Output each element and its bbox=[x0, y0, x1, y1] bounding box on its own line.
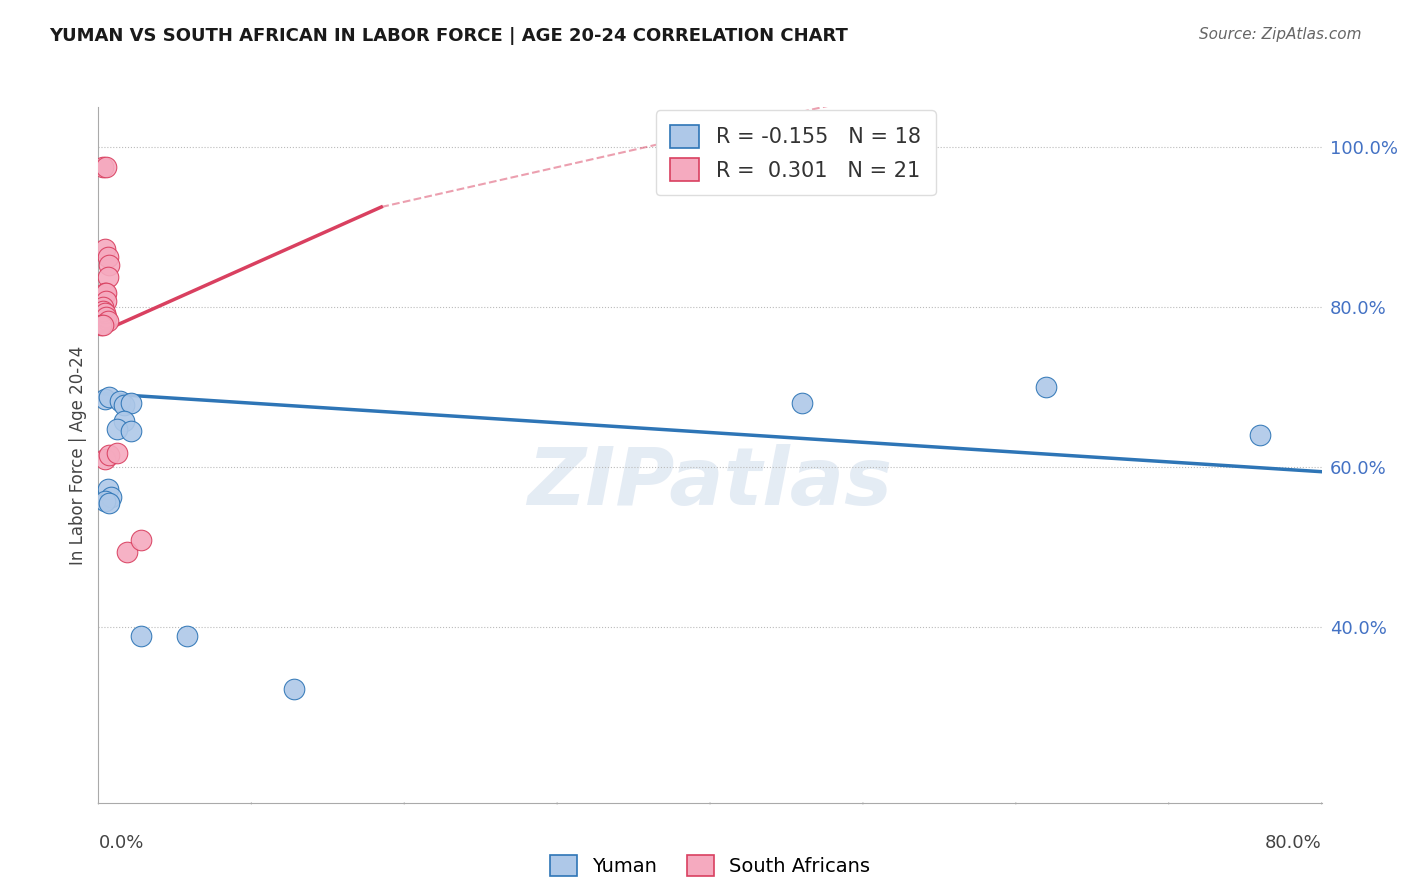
Point bbox=[93, 493, 115, 508]
Point bbox=[93, 242, 115, 256]
Point bbox=[100, 491, 122, 505]
Point bbox=[94, 293, 117, 308]
Text: Source: ZipAtlas.com: Source: ZipAtlas.com bbox=[1198, 27, 1361, 42]
Point bbox=[97, 313, 120, 327]
Point bbox=[129, 533, 152, 548]
Point bbox=[112, 414, 135, 428]
Point bbox=[91, 304, 114, 318]
Point bbox=[93, 392, 115, 406]
Point bbox=[93, 285, 115, 300]
Point bbox=[129, 630, 152, 644]
Point bbox=[97, 483, 120, 497]
Point bbox=[91, 318, 114, 332]
Point bbox=[105, 445, 128, 459]
Point bbox=[98, 258, 121, 272]
Point bbox=[94, 160, 117, 174]
Point bbox=[98, 448, 121, 462]
Point bbox=[91, 300, 114, 314]
Point bbox=[108, 393, 131, 408]
Point bbox=[1249, 428, 1271, 442]
Point bbox=[93, 451, 115, 466]
Point bbox=[94, 285, 117, 300]
Point bbox=[176, 630, 198, 644]
Text: YUMAN VS SOUTH AFRICAN IN LABOR FORCE | AGE 20-24 CORRELATION CHART: YUMAN VS SOUTH AFRICAN IN LABOR FORCE | … bbox=[49, 27, 848, 45]
Point bbox=[112, 398, 135, 412]
Point bbox=[91, 160, 114, 174]
Point bbox=[93, 305, 115, 319]
Legend: Yuman, South Africans: Yuman, South Africans bbox=[541, 847, 879, 884]
Point bbox=[90, 318, 112, 332]
Point bbox=[97, 269, 120, 284]
Point bbox=[120, 396, 142, 410]
Point bbox=[98, 496, 121, 510]
Point bbox=[1035, 380, 1057, 394]
Text: ZIPatlas: ZIPatlas bbox=[527, 443, 893, 522]
Point bbox=[98, 390, 121, 404]
Point bbox=[105, 421, 128, 435]
Text: 80.0%: 80.0% bbox=[1265, 834, 1322, 852]
Point bbox=[97, 250, 120, 264]
Y-axis label: In Labor Force | Age 20-24: In Labor Force | Age 20-24 bbox=[69, 345, 87, 565]
Point bbox=[120, 424, 142, 438]
Point bbox=[117, 545, 139, 559]
Point bbox=[283, 682, 305, 697]
Point bbox=[94, 310, 117, 324]
Text: 0.0%: 0.0% bbox=[98, 834, 143, 852]
Point bbox=[790, 396, 813, 410]
